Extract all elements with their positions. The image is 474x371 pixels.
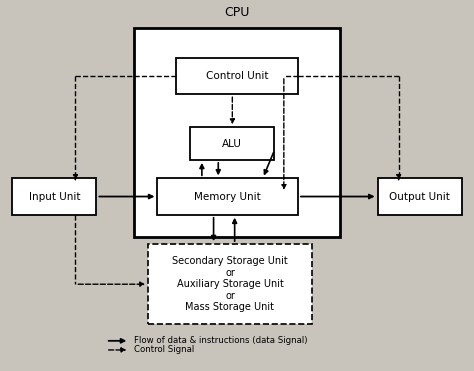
Text: Flow of data & instructions (data Signal): Flow of data & instructions (data Signal… — [134, 336, 308, 345]
Bar — [377, 178, 462, 215]
Bar — [148, 244, 312, 324]
Text: Secondary Storage Unit
or
Auxiliary Storage Unit
or
Mass Storage Unit: Secondary Storage Unit or Auxiliary Stor… — [172, 256, 288, 312]
Text: Output Unit: Output Unit — [389, 191, 450, 201]
Text: Control Signal: Control Signal — [134, 345, 194, 354]
Bar — [176, 58, 298, 94]
Bar — [134, 29, 340, 237]
Text: CPU: CPU — [224, 6, 250, 19]
Text: Control Unit: Control Unit — [206, 71, 268, 81]
Text: ALU: ALU — [222, 138, 242, 148]
Bar — [12, 178, 97, 215]
Bar — [190, 127, 274, 160]
Text: Input Unit: Input Unit — [28, 191, 80, 201]
Text: Memory Unit: Memory Unit — [194, 191, 261, 201]
Bar — [157, 178, 298, 215]
